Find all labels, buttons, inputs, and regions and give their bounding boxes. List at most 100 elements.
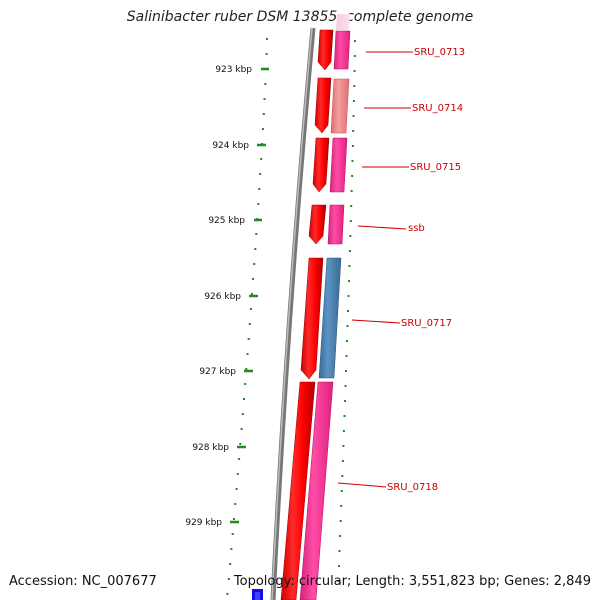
track-dot xyxy=(265,53,268,55)
gene-label-ssb: ssb xyxy=(357,223,425,234)
cds-block-sru-0717 xyxy=(318,257,342,379)
track-dot xyxy=(345,370,347,372)
track-dot xyxy=(241,413,244,415)
ruler-tick-926: 926 kbp xyxy=(204,292,258,302)
track-dot xyxy=(352,130,355,132)
track-dot xyxy=(251,293,253,295)
track-dot xyxy=(244,383,247,385)
ruler-tick-label: 929 kbp xyxy=(185,518,222,528)
track-dot xyxy=(341,460,344,462)
ruler-tick-label: 927 kbp xyxy=(199,367,236,377)
track-dot xyxy=(255,233,258,235)
track-dot xyxy=(348,280,350,282)
track-dot xyxy=(351,175,354,177)
cds-block-sru-0713 xyxy=(333,30,351,70)
track-dot xyxy=(348,265,351,267)
track-dot xyxy=(354,40,356,42)
track-dot xyxy=(353,85,356,87)
cds-block-pale xyxy=(336,14,350,30)
track-dot xyxy=(262,113,265,115)
ruler-tick-924: 924 kbp xyxy=(212,141,266,151)
map-title: Salinibacter ruber DSM 13855, complete g… xyxy=(126,9,474,25)
track-dot xyxy=(226,593,229,595)
track-dot xyxy=(342,445,345,447)
track-dot xyxy=(240,428,243,430)
track-dot xyxy=(339,520,342,522)
track-dot xyxy=(236,473,239,475)
track-dot xyxy=(337,580,340,582)
ruler-tick-label: 928 kbp xyxy=(192,443,229,453)
track-dot xyxy=(353,55,356,57)
genome-backbone-highlight xyxy=(271,27,313,600)
track-dot xyxy=(266,38,268,40)
position-marker xyxy=(252,589,263,600)
track-dot xyxy=(249,308,252,310)
track-dot xyxy=(230,548,233,550)
gene-label-sru-0718: SRU_0718 xyxy=(337,482,438,493)
ruler-tick-label: 923 kbp xyxy=(215,65,252,75)
accession-text: Accession: NC_007677 xyxy=(9,574,157,589)
outer-feature-track xyxy=(280,29,334,600)
feature-arrow xyxy=(314,77,332,134)
gene-label-text: SRU_0714 xyxy=(412,103,463,114)
track-dot xyxy=(338,565,340,567)
ruler-tick-label: 926 kbp xyxy=(204,292,241,302)
track-dot xyxy=(235,488,238,490)
track-dot xyxy=(344,400,346,402)
track-dot xyxy=(258,188,261,190)
track-dot xyxy=(264,83,267,85)
track-dot xyxy=(263,98,266,100)
feature-arrow xyxy=(280,381,316,600)
track-dot xyxy=(238,458,241,460)
track-dot xyxy=(340,505,343,507)
gene-labels: SRU_0713 SRU_0714 SRU_0715 ssb SRU_0717 … xyxy=(337,47,465,493)
track-dot xyxy=(344,385,347,387)
track-dot xyxy=(351,160,354,162)
track-dot xyxy=(351,145,354,147)
ruler-tick-927: 927 kbp xyxy=(199,367,253,377)
track-dot xyxy=(229,563,232,565)
track-dot xyxy=(353,70,356,72)
feature-arrow xyxy=(317,29,334,71)
inner-dots xyxy=(337,40,356,582)
cds-block-sru-0718 xyxy=(299,381,334,600)
feature-arrow xyxy=(312,137,330,193)
track-dot xyxy=(254,248,257,250)
cds-block-sru-0714 xyxy=(330,78,350,134)
track-dot xyxy=(248,323,251,325)
ruler-tick-label: 925 kbp xyxy=(208,216,245,226)
track-dot xyxy=(349,220,352,222)
ruler-tick-925: 925 kbp xyxy=(208,216,262,226)
track-dot xyxy=(338,550,341,552)
track-dot xyxy=(339,535,342,537)
ruler-tick-928: 928 kbp xyxy=(192,443,246,453)
track-dot xyxy=(257,203,260,205)
track-dot xyxy=(246,353,249,355)
ruler-tick-923: 923 kbp xyxy=(215,65,269,75)
cds-block-ssb xyxy=(327,204,345,245)
track-dot xyxy=(342,430,345,432)
track-dot xyxy=(252,278,255,280)
track-dot xyxy=(347,310,349,312)
track-dot xyxy=(341,475,344,477)
track-dot xyxy=(231,533,234,535)
ruler-dots xyxy=(226,38,268,595)
gene-label-text: SRU_0713 xyxy=(414,47,465,58)
track-dot xyxy=(350,205,353,207)
track-dot xyxy=(352,100,355,102)
track-dot xyxy=(340,490,343,492)
track-dot xyxy=(227,578,230,580)
track-dot xyxy=(239,443,242,445)
track-dot xyxy=(260,158,263,160)
ruler: 923 kbp 924 kbp 925 kbp 926 kbp 927 kbp … xyxy=(185,65,269,528)
ruler-tick-929: 929 kbp xyxy=(185,518,239,528)
track-dot xyxy=(261,128,264,130)
track-dot xyxy=(259,173,262,175)
track-dot xyxy=(234,503,237,505)
gene-label-text: SRU_0717 xyxy=(401,318,452,329)
track-dot xyxy=(348,250,351,252)
gene-label-sru-0715: SRU_0715 xyxy=(362,162,461,173)
gene-label-text: ssb xyxy=(408,223,425,234)
